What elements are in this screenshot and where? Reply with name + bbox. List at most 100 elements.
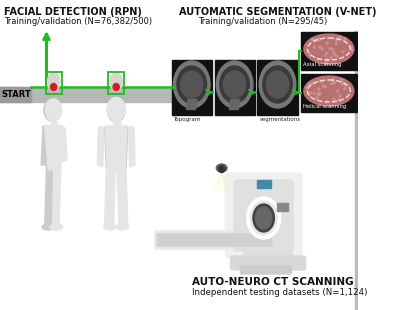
Text: Training/validation (N=76,382/500): Training/validation (N=76,382/500)	[4, 17, 152, 26]
Circle shape	[336, 55, 338, 57]
Circle shape	[313, 46, 315, 48]
Circle shape	[351, 49, 353, 51]
Circle shape	[343, 38, 346, 40]
Circle shape	[344, 38, 346, 40]
Circle shape	[313, 92, 316, 95]
Circle shape	[333, 98, 335, 100]
Circle shape	[318, 38, 320, 41]
Ellipse shape	[116, 224, 129, 230]
Text: AUTOMATIC SEGMENTATION (V-NET): AUTOMATIC SEGMENTATION (V-NET)	[179, 7, 376, 17]
Ellipse shape	[259, 61, 296, 108]
Bar	[258, 60, 298, 115]
FancyBboxPatch shape	[234, 180, 293, 251]
Ellipse shape	[247, 197, 281, 239]
Polygon shape	[43, 126, 61, 170]
FancyBboxPatch shape	[155, 231, 274, 249]
Circle shape	[331, 48, 333, 50]
Polygon shape	[51, 119, 57, 126]
FancyBboxPatch shape	[240, 266, 291, 274]
Circle shape	[317, 38, 320, 41]
Circle shape	[333, 81, 335, 83]
Polygon shape	[104, 169, 115, 225]
Ellipse shape	[256, 207, 272, 229]
Ellipse shape	[220, 66, 249, 103]
Circle shape	[314, 40, 316, 42]
Circle shape	[326, 52, 328, 54]
Circle shape	[316, 58, 319, 60]
Ellipse shape	[107, 98, 125, 121]
Polygon shape	[229, 100, 240, 109]
Circle shape	[339, 95, 341, 97]
Circle shape	[333, 53, 335, 56]
Polygon shape	[53, 170, 61, 225]
Circle shape	[322, 85, 324, 87]
Text: Helical scanning: Helical scanning	[303, 104, 346, 109]
Circle shape	[330, 82, 332, 85]
Circle shape	[319, 46, 321, 48]
Circle shape	[312, 82, 315, 85]
Circle shape	[50, 83, 57, 91]
Circle shape	[344, 83, 346, 86]
Polygon shape	[45, 170, 54, 225]
Circle shape	[326, 100, 328, 103]
Bar	[0, 87, 179, 102]
Polygon shape	[61, 128, 67, 162]
Ellipse shape	[304, 34, 354, 64]
Circle shape	[317, 93, 319, 95]
Ellipse shape	[266, 71, 289, 98]
Bar	[256, 180, 271, 188]
Circle shape	[321, 48, 323, 50]
Ellipse shape	[263, 66, 292, 103]
Circle shape	[338, 99, 340, 101]
Ellipse shape	[110, 73, 122, 91]
FancyBboxPatch shape	[157, 234, 272, 246]
Text: Independent testing datasets (N=1,124): Independent testing datasets (N=1,124)	[192, 288, 368, 297]
Ellipse shape	[177, 66, 206, 103]
Polygon shape	[104, 127, 128, 170]
Bar	[301, 32, 357, 70]
Circle shape	[318, 93, 320, 95]
Bar	[277, 203, 288, 211]
Circle shape	[316, 97, 318, 99]
Circle shape	[325, 62, 327, 64]
Circle shape	[326, 58, 328, 61]
Circle shape	[333, 51, 335, 54]
Circle shape	[321, 80, 323, 83]
Polygon shape	[117, 169, 128, 225]
Ellipse shape	[173, 61, 210, 108]
Circle shape	[318, 88, 320, 90]
Circle shape	[342, 51, 344, 53]
Circle shape	[318, 80, 320, 82]
Circle shape	[308, 83, 310, 85]
Text: AUTO-NEURO CT SCANNING: AUTO-NEURO CT SCANNING	[192, 277, 354, 287]
Bar	[108, 72, 124, 94]
Ellipse shape	[304, 76, 354, 106]
Circle shape	[306, 86, 308, 89]
Polygon shape	[106, 126, 127, 169]
Circle shape	[326, 42, 328, 45]
Ellipse shape	[42, 224, 54, 230]
Circle shape	[344, 87, 346, 90]
Circle shape	[335, 39, 338, 41]
FancyBboxPatch shape	[225, 173, 302, 258]
Ellipse shape	[253, 204, 274, 232]
Circle shape	[333, 82, 335, 84]
Ellipse shape	[224, 71, 246, 98]
Circle shape	[218, 166, 225, 172]
Bar	[172, 60, 212, 115]
Ellipse shape	[47, 73, 60, 91]
FancyBboxPatch shape	[230, 256, 306, 270]
Circle shape	[319, 92, 321, 95]
Ellipse shape	[250, 201, 277, 235]
Polygon shape	[45, 126, 62, 170]
Circle shape	[339, 36, 342, 38]
Bar	[214, 60, 255, 115]
Circle shape	[341, 83, 343, 85]
Text: Topogram: Topogram	[173, 117, 201, 122]
Polygon shape	[41, 128, 47, 165]
Circle shape	[310, 54, 312, 56]
Circle shape	[311, 38, 314, 41]
Circle shape	[324, 54, 326, 57]
Circle shape	[324, 86, 327, 88]
Bar	[46, 72, 62, 94]
